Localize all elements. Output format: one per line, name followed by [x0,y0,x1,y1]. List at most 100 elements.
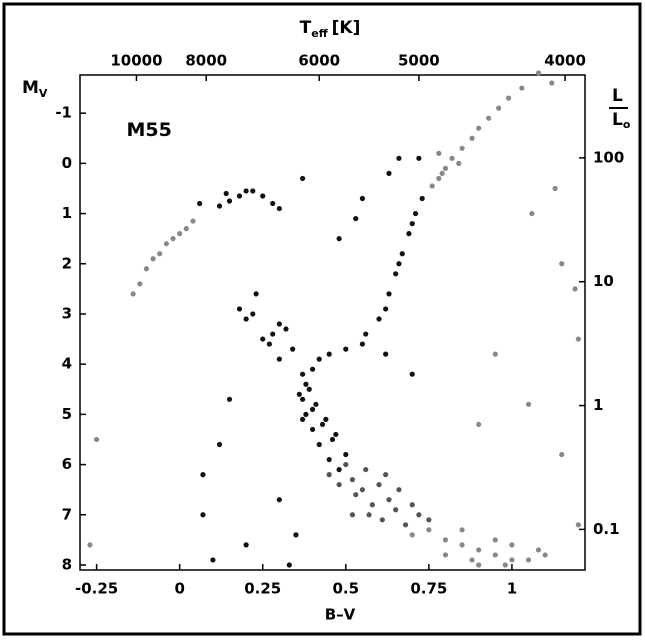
star-point [363,466,369,473]
star-point [293,532,299,538]
star-point [383,472,389,478]
star-point [183,226,189,232]
star-point [343,461,349,468]
star-point [525,557,532,563]
star-point [299,371,306,377]
star-point [226,396,233,402]
star-point [386,497,392,503]
star-point [326,472,332,478]
star-point [94,436,100,443]
star-point [376,482,382,488]
star-point [329,436,336,443]
star-point [303,411,309,417]
star-point [369,502,375,508]
star-point [250,188,256,194]
star-point [326,351,332,357]
star-point [509,542,515,548]
star-point [336,466,342,473]
star-point [137,281,143,287]
y2-tick-label: 1 [593,396,603,414]
star-point [486,115,492,121]
star-point [170,236,176,242]
star-point [436,175,442,182]
star-point [130,291,136,297]
star-point [396,487,402,493]
star-point [449,155,455,161]
star-point [476,562,482,568]
star-point [559,451,565,458]
x-tick-label: 0 [174,580,184,598]
star-point [143,266,150,272]
x2-label-unit: [K] [332,18,361,38]
star-point [359,341,366,347]
star-point [419,195,425,202]
star-point [309,426,316,433]
star-point [253,291,259,297]
y2-tick-label: 100 [593,148,624,166]
star-point [379,517,385,523]
star-point [333,431,339,438]
star-point [439,170,445,176]
star-point [572,286,578,292]
y-tick-label: 5 [62,405,72,423]
x-tick-label: 1 [507,580,517,598]
star-point [542,552,548,558]
star-point [416,512,422,518]
star-point [349,512,356,518]
star-point [396,155,402,161]
star-point [409,371,415,377]
star-point [216,203,223,209]
star-point [363,331,369,337]
star-point [157,251,163,257]
star-point [243,542,249,548]
star-point [525,401,532,407]
star-point [276,497,282,503]
star-point [283,326,289,332]
x2-label-main: T [300,18,312,38]
star-point [469,557,475,563]
star-point [266,341,272,347]
star-point [359,195,366,202]
x-tick-label: 0.75 [410,580,447,598]
y2-label-den-main: L [612,110,623,130]
star-point [386,291,392,297]
star-point [299,175,306,182]
star-point [492,537,498,543]
star-point [326,456,332,463]
annotation: M55 [127,119,172,141]
y-tick-label: 3 [62,304,72,322]
star-point [349,477,356,483]
star-point [519,85,525,91]
star-point [306,386,312,392]
plot-frame [79,74,586,571]
star-point [276,356,282,362]
star-point [469,135,475,141]
star-point [87,542,93,548]
star-point [529,210,535,217]
star-point [260,336,266,342]
star-point [343,346,349,352]
star-point [393,271,399,277]
star-point [309,406,316,412]
star-point [459,542,465,548]
star-point [296,391,302,397]
star-point [290,346,296,352]
star-point [150,256,156,262]
star-point [476,421,482,428]
star-point [426,517,432,523]
star-point [226,198,233,204]
y2-label-numerator: L [612,86,623,106]
star-point [559,261,565,267]
star-point [319,421,326,428]
star-point [343,451,349,458]
star-point [250,311,256,317]
star-point [386,170,392,176]
star-point [276,321,282,327]
y-tick-label: 8 [62,555,72,573]
x-tick-label: 0.5 [333,580,360,598]
star-point [177,231,183,237]
star-point [436,150,442,156]
star-point [200,512,206,518]
star-point [393,507,399,513]
